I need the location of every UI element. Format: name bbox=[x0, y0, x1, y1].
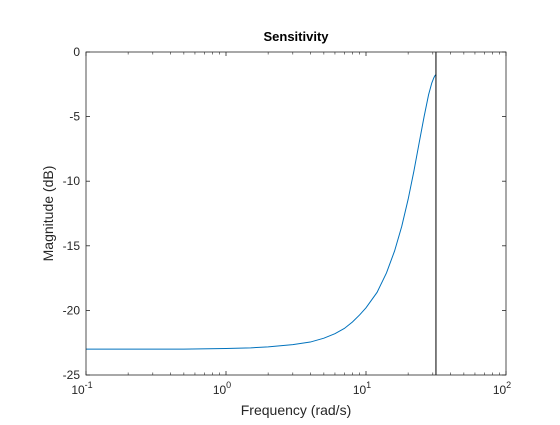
x-tick-label-exponent: 2 bbox=[506, 380, 511, 390]
x-tick-label: 10-1 bbox=[71, 380, 92, 397]
x-tick-label-base: 10 bbox=[353, 383, 367, 397]
y-tick-label: 0 bbox=[73, 45, 80, 59]
x-tick-label: 100 bbox=[213, 380, 231, 397]
x-tick-label-base: 10 bbox=[493, 383, 507, 397]
x-tick-label: 101 bbox=[353, 380, 371, 397]
x-tick-label-exponent: 0 bbox=[226, 380, 231, 390]
x-tick-labels: 10-1 100 101 102 bbox=[71, 380, 511, 397]
y-tick-label: -25 bbox=[63, 368, 81, 382]
sensitivity-series-line bbox=[86, 74, 437, 350]
y-tick-label: -20 bbox=[63, 303, 81, 317]
plot-background bbox=[86, 52, 506, 375]
x-tick-label-exponent: 1 bbox=[366, 380, 371, 390]
x-tick-label-exponent: -1 bbox=[85, 380, 93, 390]
x-tick-label-base: 10 bbox=[71, 383, 85, 397]
x-tick-label: 102 bbox=[493, 380, 511, 397]
y-tick-labels: 0 -5 -10 -15 -20 -25 bbox=[63, 45, 81, 382]
y-tick-label: -5 bbox=[69, 110, 80, 124]
x-axis-label: Frequency (rad/s) bbox=[241, 402, 351, 418]
plot-frame bbox=[85, 51, 507, 376]
y-tick-label: -15 bbox=[63, 239, 81, 253]
chart-title: Sensitivity bbox=[263, 29, 329, 44]
y-axis-label: Magnitude (dB) bbox=[40, 166, 56, 262]
x-tick-label-base: 10 bbox=[213, 383, 227, 397]
y-tick-label: -10 bbox=[63, 174, 81, 188]
